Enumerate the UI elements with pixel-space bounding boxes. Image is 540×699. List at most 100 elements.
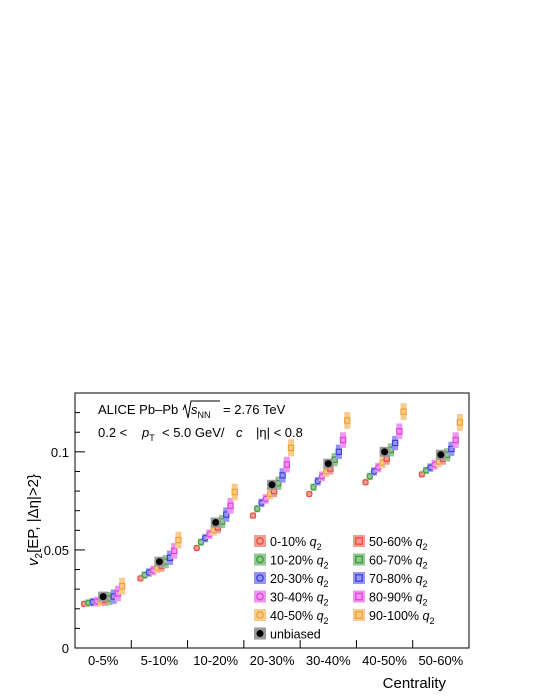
legend-swatch — [353, 553, 365, 566]
legend-swatch — [353, 572, 365, 584]
data-point-80-90% — [171, 547, 178, 555]
syst-box — [340, 432, 347, 448]
legend-label: 20-30% q2 — [270, 572, 329, 589]
syst-box — [141, 571, 148, 579]
legend-item-50-60%: 50-60% q2 — [353, 535, 428, 552]
data-point-80-90% — [452, 436, 459, 444]
data-point-80-90% — [339, 436, 347, 444]
legend: 0-10% q2 50-60% q2 10-20% q2 60-70% q2 20-30… — [254, 535, 434, 642]
syst-box — [231, 483, 238, 501]
syst-box — [306, 491, 313, 498]
data-point-0-10% — [418, 471, 426, 478]
syst-box — [371, 467, 378, 476]
syst-box — [206, 529, 213, 540]
axis-ticks: 0 0.05 0.1 0-5% 5-10% 10-20% 20-30% 30-40% 40-50… — [44, 392, 464, 668]
legend-marker — [256, 592, 264, 601]
data-point-unbiased — [99, 593, 107, 601]
legend-item-60-70%: 60-70% q2 — [353, 553, 428, 571]
y-tick-label: 0.1 — [51, 445, 69, 460]
legend-swatch — [254, 572, 266, 584]
y-tick-label: 0.05 — [44, 543, 69, 558]
info-text: ALICE Pb–Pb sNN = 2.76 TeV 0.2 < pT < 5.… — [98, 400, 303, 443]
legend-label: 80-90% q2 — [369, 591, 428, 608]
syst-box — [137, 575, 144, 582]
legend-marker — [256, 611, 264, 619]
syst-box — [210, 524, 217, 536]
syst-box — [175, 531, 182, 549]
data-point-90-100% — [287, 444, 295, 452]
syst-box — [456, 414, 463, 431]
collision-label: ALICE Pb–Pb — [98, 402, 178, 417]
syst-box — [427, 463, 434, 472]
legend-label: 10-20% q2 — [270, 554, 329, 571]
sqrt-s-nn: sNN — [182, 400, 220, 420]
syst-box — [85, 599, 92, 607]
legend-label: 60-70% q2 — [369, 554, 428, 571]
syst-box — [335, 444, 342, 460]
kin-pt-prefix: 0.2 < — [98, 425, 127, 440]
syst-box — [114, 585, 121, 602]
legend-item-40-50%: 40-50% q2 — [254, 609, 329, 626]
x-tick-label: 50-60% — [418, 653, 463, 668]
kin-eta-label: |η| < 0.8 — [256, 425, 303, 440]
data-point-70-80% — [391, 439, 399, 447]
syst-box — [202, 533, 209, 543]
data-point-70-80% — [279, 472, 286, 479]
y-tick-label: 0 — [62, 641, 69, 656]
data-point-90-100% — [400, 408, 407, 415]
data-point-70-80% — [448, 445, 455, 453]
syst-box — [93, 596, 100, 607]
syst-box — [150, 565, 157, 576]
x-tick-label: 30-40% — [306, 653, 351, 668]
data-point-10-20% — [366, 473, 373, 480]
kin-pt-suffix: < 5.0 GeV/ — [162, 425, 225, 440]
syst-box — [254, 505, 261, 513]
syst-box — [106, 591, 113, 606]
syst-box — [258, 498, 265, 508]
legend-marker — [355, 555, 363, 564]
syst-box — [331, 453, 338, 467]
data-point-unbiased — [212, 518, 220, 526]
x-tick-label: 0-5% — [88, 653, 119, 668]
syst-box — [166, 550, 173, 565]
legend-label: 70-80% q2 — [369, 572, 428, 589]
data-point-20-30% — [314, 478, 321, 485]
data-point-70-80% — [223, 511, 230, 518]
data-point-90-100% — [344, 417, 351, 424]
legend-marker — [355, 537, 363, 545]
data-point-90-100% — [456, 419, 464, 426]
syst-box — [383, 452, 390, 465]
syst-box — [452, 432, 459, 448]
syst-box — [314, 477, 321, 486]
pt-symbol: pT — [141, 425, 155, 443]
syst-box — [379, 457, 386, 469]
syst-box — [362, 479, 369, 486]
syst-box — [81, 600, 88, 607]
legend-label: unbiased — [270, 628, 321, 642]
syst-box — [396, 423, 403, 440]
legend-item-10-20%: 10-20% q2 — [254, 553, 329, 571]
syst-box — [431, 459, 438, 470]
syst-box — [318, 471, 325, 482]
syst-box — [262, 494, 269, 504]
legend-swatch — [254, 590, 266, 603]
syst-box — [435, 456, 442, 468]
syst-box — [171, 543, 178, 559]
syst-box — [154, 562, 161, 573]
syst-box — [418, 471, 425, 478]
x-tick-label: 40-50% — [362, 653, 407, 668]
syst-box — [110, 589, 117, 604]
plot-frame — [74, 392, 470, 649]
data-point-0-10% — [193, 544, 200, 552]
legend-label: 90-100% q2 — [369, 609, 434, 626]
data-points — [80, 403, 464, 608]
syst-box — [89, 597, 96, 607]
data-point-10-20% — [254, 505, 261, 512]
syst-box — [219, 514, 226, 529]
legend-item-0-10%: 0-10% q2 — [254, 535, 322, 552]
data-point-80-90% — [227, 502, 234, 509]
legend-swatch — [254, 553, 266, 566]
data-point-0-10% — [306, 490, 313, 498]
syst-box — [275, 476, 282, 490]
